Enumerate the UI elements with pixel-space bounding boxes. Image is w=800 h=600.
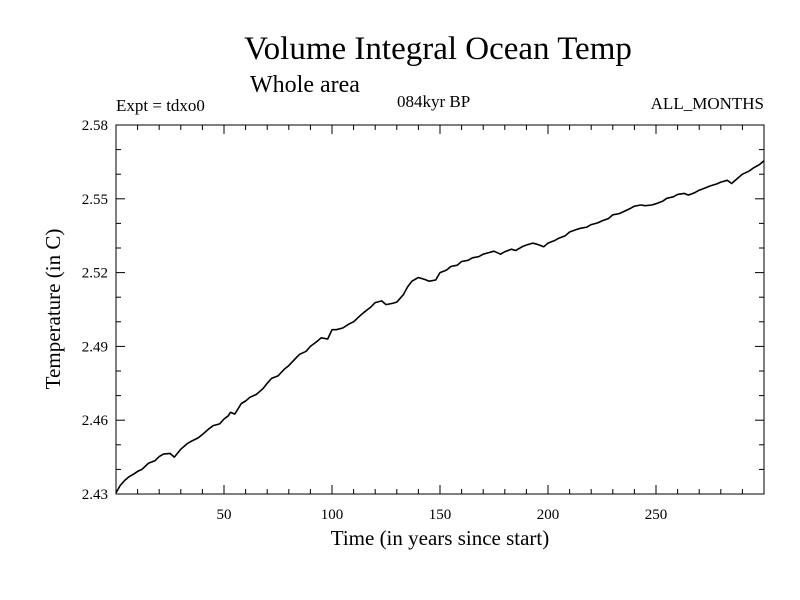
experiment-label: Expt = tdxo0: [116, 96, 205, 115]
series-line: [115, 160, 765, 494]
x-tick-label: 50: [217, 507, 232, 523]
axis-ticks: [116, 125, 764, 494]
x-tick-label: 100: [321, 507, 344, 523]
y-tick-label: 2.46: [82, 413, 109, 429]
y-tick-label: 2.49: [82, 339, 108, 355]
y-axis-label: Temperature (in C): [41, 229, 65, 390]
y-tick-label: 2.55: [82, 192, 108, 208]
period-label: 084kyr BP: [397, 92, 471, 111]
x-tick-label: 250: [645, 507, 668, 523]
tick-labels: 50 100 150 200 250 2.43 2.46 2.49 2.52 2.55 2.58: [82, 118, 668, 523]
x-axis-label: Time (in years since start): [331, 526, 550, 550]
x-tick-label: 150: [429, 507, 452, 523]
chart-title: Volume Integral Ocean Temp: [244, 31, 632, 67]
plot-frame: [115, 124, 765, 495]
chart-subtitle: Whole area: [250, 72, 360, 98]
y-tick-label: 2.43: [82, 487, 108, 503]
y-tick-label: 2.58: [82, 118, 108, 134]
months-label: ALL_MONTHS: [650, 94, 764, 113]
y-tick-label: 2.52: [82, 266, 108, 282]
x-tick-label: 200: [537, 507, 560, 523]
